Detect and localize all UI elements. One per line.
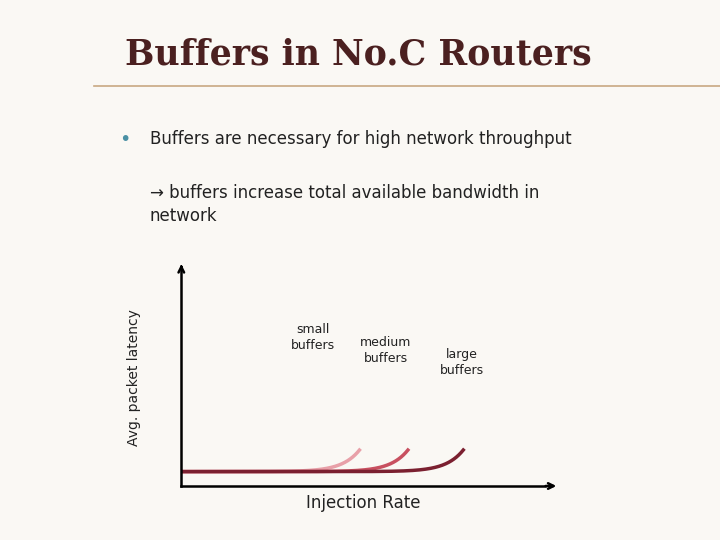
Text: small
buffers: small buffers — [291, 323, 335, 353]
Text: → buffers increase total available bandwidth in
network: → buffers increase total available bandw… — [150, 184, 539, 225]
Text: •: • — [119, 130, 130, 148]
Text: large
buffers: large buffers — [439, 348, 484, 377]
Text: Avg. packet latency: Avg. packet latency — [127, 309, 141, 447]
X-axis label: Injection Rate: Injection Rate — [306, 494, 420, 512]
Text: Buffers in No.C Routers: Buffers in No.C Routers — [125, 38, 592, 72]
Text: medium
buffers: medium buffers — [360, 336, 411, 364]
Text: Buffers are necessary for high network throughput: Buffers are necessary for high network t… — [150, 130, 572, 147]
